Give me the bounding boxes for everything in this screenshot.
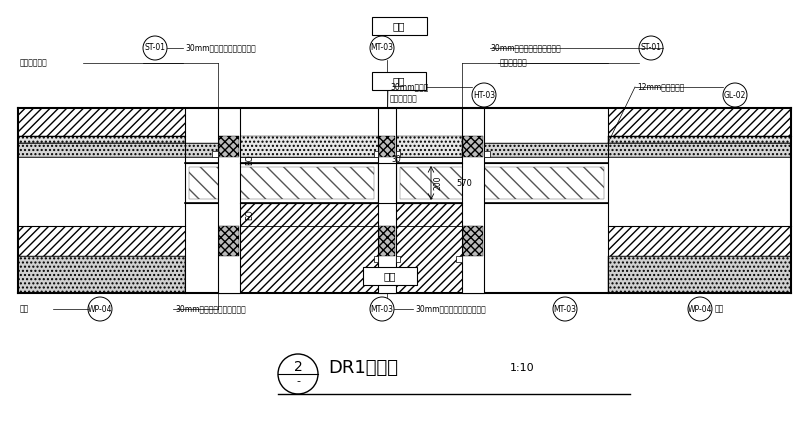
- Text: -: -: [296, 376, 300, 386]
- Text: 200: 200: [434, 176, 443, 190]
- Text: EO: EO: [245, 209, 254, 220]
- Bar: [463, 226, 483, 256]
- Bar: [463, 136, 483, 157]
- Text: 厨房: 厨房: [392, 21, 405, 31]
- Bar: [379, 226, 395, 256]
- Text: MT-03: MT-03: [371, 304, 393, 314]
- Bar: [396, 151, 400, 157]
- Bar: [372, 17, 427, 35]
- Text: 30mm宽黑色发丝不锈钢门套: 30mm宽黑色发丝不锈钢门套: [490, 43, 561, 53]
- Bar: [219, 226, 239, 256]
- Bar: [396, 163, 608, 203]
- Bar: [456, 256, 462, 262]
- Text: MT-03: MT-03: [371, 43, 393, 53]
- Text: GL-02: GL-02: [724, 91, 746, 99]
- Bar: [219, 136, 239, 157]
- Bar: [378, 108, 396, 293]
- Text: 墙纸: 墙纸: [715, 304, 724, 314]
- Bar: [479, 143, 791, 157]
- Text: 2: 2: [294, 360, 303, 374]
- Bar: [18, 256, 185, 293]
- Bar: [484, 151, 490, 157]
- Text: ST-01: ST-01: [145, 43, 166, 53]
- Bar: [185, 163, 378, 203]
- Text: 570: 570: [456, 179, 472, 187]
- Bar: [608, 136, 791, 143]
- Bar: [608, 226, 791, 256]
- Bar: [379, 136, 395, 157]
- Text: 意大利木纹石: 意大利木纹石: [20, 59, 48, 67]
- Text: EO: EO: [245, 155, 254, 165]
- Bar: [608, 256, 791, 293]
- Text: 意大利木纹石: 意大利木纹石: [500, 59, 527, 67]
- Text: 30mm宽黑色发丝不锈钢门套: 30mm宽黑色发丝不锈钢门套: [175, 304, 246, 314]
- Bar: [18, 108, 185, 136]
- Bar: [240, 136, 462, 157]
- Text: 12mm钢化玻璃砖: 12mm钢化玻璃砖: [637, 83, 684, 91]
- Text: 30: 30: [391, 155, 400, 165]
- Bar: [608, 108, 791, 136]
- Bar: [400, 167, 604, 199]
- Text: 30mm宽黑色发丝不锈钢门套: 30mm宽黑色发丝不锈钢门套: [185, 43, 256, 53]
- Text: MT-03: MT-03: [553, 304, 577, 314]
- Bar: [189, 167, 374, 199]
- Bar: [374, 151, 378, 157]
- Bar: [396, 256, 400, 262]
- Bar: [372, 72, 426, 90]
- Text: DR1大样图: DR1大样图: [328, 359, 398, 377]
- Text: 30mm宽黑色: 30mm宽黑色: [390, 83, 429, 91]
- Text: 厨房: 厨房: [392, 76, 405, 86]
- Text: ST-01: ST-01: [641, 43, 662, 53]
- Bar: [18, 136, 185, 143]
- Bar: [462, 108, 484, 293]
- Text: 1:10: 1:10: [510, 363, 535, 373]
- Bar: [18, 143, 223, 157]
- Bar: [240, 203, 462, 293]
- Text: 30mm宽黑色发丝不锈钢门套: 30mm宽黑色发丝不锈钢门套: [415, 304, 485, 314]
- Bar: [363, 267, 417, 285]
- Text: WP-04: WP-04: [87, 304, 112, 314]
- Bar: [374, 256, 378, 262]
- Text: HT-03: HT-03: [473, 91, 495, 99]
- Text: 发丝不锈钢槽: 发丝不锈钢槽: [390, 94, 417, 104]
- Text: 墙纸: 墙纸: [20, 304, 29, 314]
- Bar: [212, 151, 218, 157]
- Bar: [18, 226, 185, 256]
- Text: 客厅: 客厅: [383, 271, 396, 281]
- Bar: [218, 108, 240, 293]
- Text: WP-04: WP-04: [688, 304, 712, 314]
